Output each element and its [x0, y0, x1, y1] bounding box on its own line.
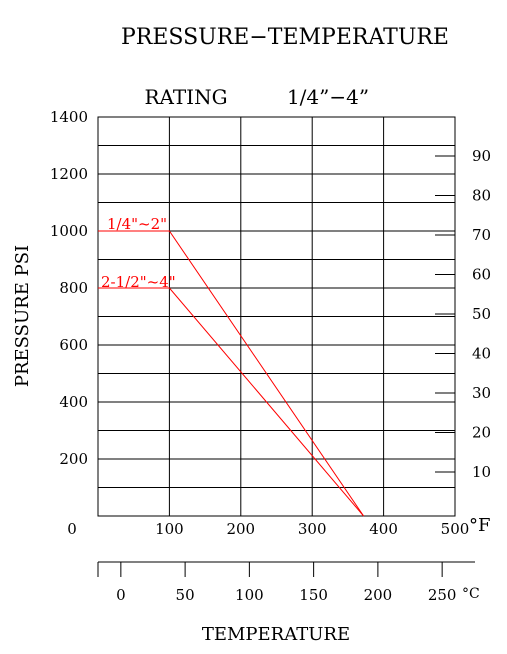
right-scale-label: 20: [472, 424, 491, 442]
right-scale-label: 40: [472, 345, 491, 363]
y-tick-label: 400: [59, 393, 88, 411]
origin-label: 0: [67, 520, 77, 538]
x-tick-label: 400: [369, 520, 398, 538]
series-label: 1/4"~2": [107, 215, 167, 233]
x-tick-label: 500: [441, 520, 470, 538]
grid: [97, 116, 456, 517]
right-scale-label: 60: [472, 266, 491, 284]
right-scale-label: 80: [472, 187, 491, 205]
series-lines: [98, 230, 365, 517]
series-labels: 1/4"~2" 2-1/2"~4": [101, 215, 176, 291]
y-tick-label: 800: [59, 279, 88, 297]
chart-subtitle-left: RATING: [144, 85, 227, 109]
series-label: 2-1/2"~4": [101, 273, 176, 291]
series-line: [98, 230, 365, 517]
chart-title: PRESSURE−TEMPERATURE: [121, 25, 449, 50]
y-tick-label: 600: [59, 336, 88, 354]
x2-axis-unit: °C: [462, 586, 480, 602]
celsius-tick-label: 50: [176, 586, 195, 604]
right-scale-label: 10: [472, 463, 491, 481]
celsius-tick-label: 100: [235, 586, 264, 604]
y-tick-label: 200: [59, 450, 88, 468]
right-scale-label: 30: [472, 384, 491, 402]
x-tick-label: 100: [155, 520, 184, 538]
right-scale-label: 90: [472, 147, 491, 165]
celsius-tick-label: 150: [299, 586, 328, 604]
right-scale-label: 50: [472, 305, 491, 323]
series-line: [98, 287, 364, 517]
right-scale-label: 70: [472, 226, 491, 244]
celsius-tick-label: 200: [364, 586, 393, 604]
celsius-tick-label: 250: [428, 586, 457, 604]
y-tick-label: 1000: [50, 222, 88, 240]
y-tick-label: 1200: [50, 165, 88, 183]
y-axis-label: PRESSURE PSI: [12, 245, 33, 387]
celsius-tick-label: 0: [116, 586, 126, 604]
x-tick-label: 200: [226, 520, 255, 538]
x-axis-label: TEMPERATURE: [202, 624, 350, 645]
y-tick-label: 1400: [50, 108, 88, 126]
x-axis-unit: °F: [469, 515, 491, 536]
x-tick-label: 300: [298, 520, 327, 538]
chart-subtitle-right: 1/4”−4”: [287, 85, 369, 109]
